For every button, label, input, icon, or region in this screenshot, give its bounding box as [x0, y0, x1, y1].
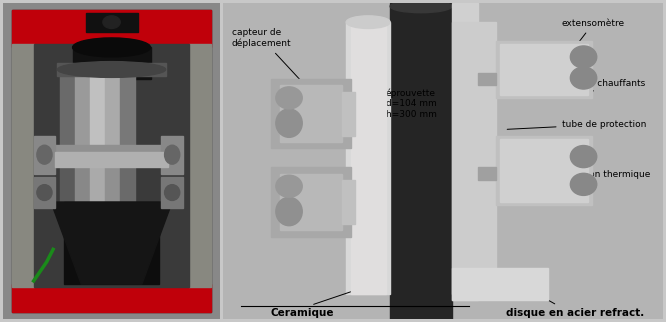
- Bar: [55, 152, 168, 167]
- Bar: [272, 167, 350, 237]
- Bar: [33, 44, 190, 287]
- Bar: [478, 167, 496, 180]
- Bar: [452, 3, 478, 300]
- Text: isolation thermique: isolation thermique: [547, 170, 650, 183]
- Ellipse shape: [165, 145, 180, 164]
- Ellipse shape: [73, 38, 151, 57]
- Bar: [33, 136, 55, 174]
- Ellipse shape: [276, 87, 302, 109]
- Ellipse shape: [390, 0, 452, 13]
- Bar: [51, 145, 172, 161]
- Bar: [105, 73, 120, 155]
- Text: tube de protection: tube de protection: [507, 120, 646, 129]
- Ellipse shape: [570, 146, 597, 168]
- Bar: [500, 139, 588, 202]
- Bar: [452, 22, 496, 294]
- Ellipse shape: [37, 185, 52, 200]
- Text: éprouvette
d=104 mm
h=300 mm: éprouvette d=104 mm h=300 mm: [371, 89, 437, 122]
- Bar: [390, 3, 452, 319]
- Bar: [90, 73, 105, 155]
- Bar: [280, 174, 342, 231]
- Text: capteur de
déplacement: capteur de déplacement: [232, 28, 300, 80]
- Ellipse shape: [57, 62, 166, 77]
- Bar: [280, 85, 342, 142]
- Bar: [161, 136, 183, 174]
- Ellipse shape: [276, 197, 302, 226]
- Bar: [120, 73, 135, 155]
- Bar: [452, 268, 548, 300]
- Bar: [85, 13, 137, 32]
- Bar: [342, 91, 355, 136]
- Ellipse shape: [165, 185, 180, 200]
- Bar: [105, 158, 120, 208]
- Text: extensomètre: extensomètre: [561, 19, 625, 45]
- Bar: [500, 44, 588, 95]
- Bar: [342, 180, 355, 224]
- Bar: [60, 158, 75, 208]
- Ellipse shape: [37, 145, 52, 164]
- Bar: [346, 22, 390, 294]
- Ellipse shape: [570, 67, 597, 89]
- Ellipse shape: [103, 16, 120, 28]
- Bar: [75, 73, 90, 155]
- Bar: [12, 10, 211, 47]
- Bar: [12, 284, 211, 312]
- Ellipse shape: [570, 46, 597, 68]
- Bar: [190, 44, 211, 287]
- Bar: [496, 41, 592, 98]
- Text: Ceramique: Ceramique: [270, 308, 334, 318]
- Text: colliers chauffants: colliers chauffants: [561, 79, 645, 91]
- Bar: [12, 44, 33, 287]
- Bar: [350, 22, 386, 294]
- Ellipse shape: [570, 173, 597, 195]
- Bar: [478, 73, 496, 85]
- Bar: [57, 63, 166, 76]
- Polygon shape: [51, 202, 172, 284]
- Ellipse shape: [346, 16, 390, 28]
- Bar: [120, 158, 135, 208]
- Ellipse shape: [276, 175, 302, 197]
- Bar: [73, 47, 151, 79]
- Bar: [33, 177, 55, 208]
- Bar: [90, 158, 105, 208]
- Bar: [64, 202, 159, 284]
- Bar: [496, 136, 592, 205]
- Bar: [272, 79, 350, 148]
- Text: disque en acier refract.: disque en acier refract.: [505, 308, 644, 318]
- Bar: [75, 158, 90, 208]
- Ellipse shape: [276, 109, 302, 137]
- Bar: [161, 177, 183, 208]
- Bar: [60, 73, 75, 155]
